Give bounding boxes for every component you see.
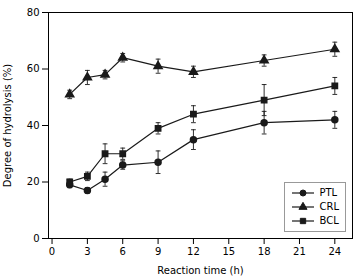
svg-text:20: 20 [27, 176, 40, 187]
svg-text:40: 40 [27, 120, 40, 131]
svg-text:18: 18 [258, 246, 271, 257]
svg-text:9: 9 [155, 246, 161, 257]
svg-text:60: 60 [27, 63, 40, 74]
svg-text:0: 0 [49, 246, 55, 257]
svg-text:0: 0 [33, 233, 39, 244]
svg-text:Degree of hydrolysis (%): Degree of hydrolysis (%) [2, 64, 13, 187]
svg-text:21: 21 [293, 246, 306, 257]
html-text:BCL: BCL [319, 215, 339, 226]
html-text:PTL: PTL [319, 187, 338, 198]
html-text:CRL: CRL [319, 201, 339, 212]
svg-text:Reaction time (h): Reaction time (h) [157, 265, 244, 276]
svg-text:12: 12 [187, 246, 200, 257]
svg-text:80: 80 [27, 7, 40, 18]
svg-text:6: 6 [120, 246, 126, 257]
svg-text:3: 3 [84, 246, 90, 257]
svg-text:24: 24 [328, 246, 341, 257]
svg-text:15: 15 [222, 246, 235, 257]
